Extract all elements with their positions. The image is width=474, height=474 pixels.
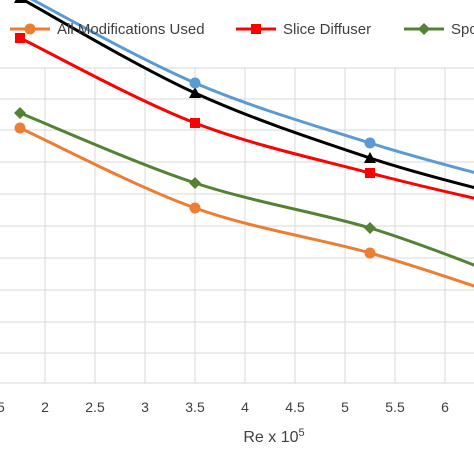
x-tick-label: 4 <box>241 399 249 415</box>
data-point-circle <box>189 202 201 214</box>
series-group <box>14 0 474 288</box>
data-point-triangle <box>364 152 376 163</box>
x-tick-label: 2 <box>41 399 49 415</box>
data-point-square <box>15 33 25 43</box>
series-2 <box>15 33 474 200</box>
series-4 <box>14 0 474 190</box>
x-tick-label: 3 <box>141 399 149 415</box>
data-point-square <box>190 118 200 128</box>
data-point-triangle <box>189 87 201 98</box>
series-line <box>19 126 474 288</box>
x-tick-label: 1.5 <box>0 399 5 415</box>
grid <box>0 67 474 384</box>
legend-label: All Modifications Used <box>57 21 205 38</box>
data-point-circle <box>364 137 376 149</box>
series-line <box>30 0 474 174</box>
series-1 <box>14 122 474 288</box>
legend: All Modifications Used Slice Diffuser Spoi… <box>10 21 474 38</box>
data-point-diamond <box>189 177 201 189</box>
x-tick-label: 3.5 <box>185 399 205 415</box>
x-tick-label: 5.5 <box>385 399 405 415</box>
data-point-diamond <box>418 23 430 35</box>
x-axis: 1.5 2 2.5 3 3.5 4 4.5 5 5.5 6 <box>0 399 449 415</box>
x-tick-label: 2.5 <box>85 399 105 415</box>
x-axis-title-main: Re x 10 <box>243 429 298 446</box>
data-point-circle <box>364 247 376 259</box>
series-5 <box>30 0 474 174</box>
series-line <box>19 111 474 267</box>
data-point-circle <box>14 122 26 134</box>
data-point-triangle <box>14 0 26 3</box>
x-tick-label: 4.5 <box>285 399 305 415</box>
legend-item: Spoile <box>404 21 474 38</box>
legend-label: Slice Diffuser <box>283 21 371 38</box>
data-point-diamond <box>364 222 376 234</box>
x-axis-title: Re x 105 <box>243 427 304 446</box>
data-point-diamond <box>14 107 26 119</box>
legend-item: All Modifications Used <box>10 21 205 38</box>
data-point-square <box>251 24 261 34</box>
series-line <box>20 0 474 190</box>
legend-label: Spoile <box>451 21 474 38</box>
data-point-circle <box>189 77 201 89</box>
series-3 <box>14 107 474 267</box>
x-tick-label: 5 <box>341 399 349 415</box>
x-axis-title-superscript: 5 <box>299 427 305 439</box>
data-point-square <box>365 168 375 178</box>
data-point-circle <box>24 23 36 35</box>
series-line <box>19 36 474 200</box>
legend-item: Slice Diffuser <box>236 21 371 38</box>
x-tick-label: 6 <box>441 399 449 415</box>
